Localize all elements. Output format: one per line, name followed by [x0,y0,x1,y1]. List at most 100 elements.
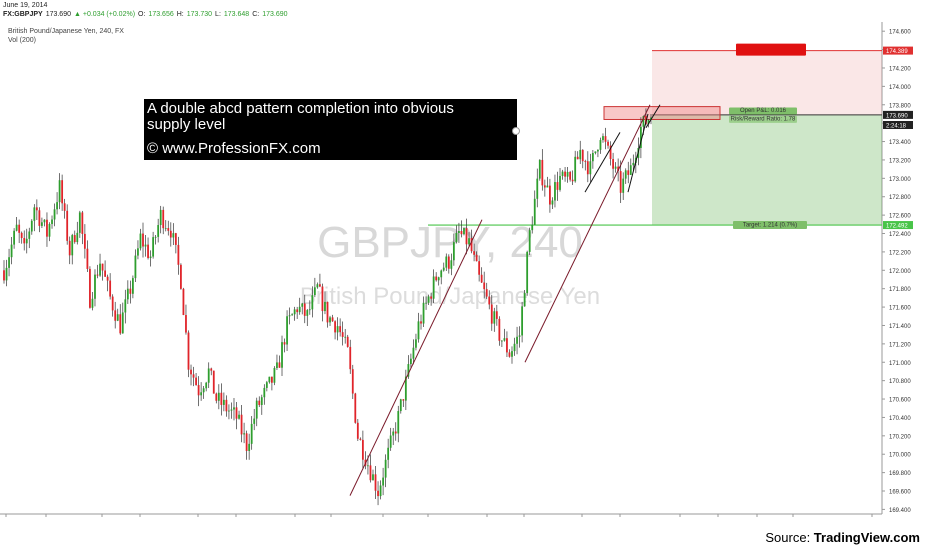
candle-body [5,267,8,281]
y-tick-label: 171.800 [889,287,911,293]
volume-indicator-label[interactable]: Vol (200) [8,37,37,44]
candle-body [622,178,625,193]
candle-body [536,178,539,199]
candle-body [331,317,334,322]
candle-body [339,326,342,333]
source-site[interactable]: TradingView.com [813,530,920,545]
candle-body [162,209,165,229]
candle-body [561,171,564,176]
candle-body [627,170,630,175]
candle-body [56,202,58,210]
candle-body [207,368,210,383]
candle-body [258,400,261,405]
candle-body [639,126,642,148]
candle-body [286,316,288,345]
candle-body [250,423,253,444]
candle-body [99,263,101,276]
candle-body [404,376,407,401]
candle-body [255,400,258,419]
candle-body [129,288,132,294]
note-line-1: A double abcd pattern completion into ob… [147,100,454,117]
y-tick-label: 172.200 [889,250,911,256]
candle-body [215,393,218,401]
candle-body [142,233,144,247]
y-tick-label: 170.400 [889,416,911,422]
candle-body [450,260,453,269]
chart-area[interactable]: GBPJPY, 240 British Pound/Japanese Yen 169… [0,22,932,527]
snapshot-date: June 19, 2014 [3,2,48,9]
candle-body [124,299,127,313]
risk-reward-label: Risk/Reward Ratio: 1.78 [731,116,796,122]
candle-body [137,248,139,256]
candle-body [559,175,561,190]
candle-body [157,225,160,237]
candle-body [273,368,276,383]
candle-body [594,151,597,154]
candle-body [478,261,481,275]
candle-body [351,369,354,394]
candle-body [629,165,632,175]
candle-body [265,382,268,388]
y-tick-label: 170.000 [889,453,911,459]
candle-body [324,301,326,312]
candle-body [321,286,324,312]
candle-body [288,315,291,317]
candle-body [169,230,172,238]
bar-countdown-label: 2:24:18 [886,123,907,129]
candle-body [220,392,223,405]
candle-body [447,256,450,269]
candle-body [43,219,46,223]
candle-body [81,212,84,234]
candle-body [131,278,134,294]
candle-body [106,276,109,281]
abcd-trend-line [645,104,661,129]
candle-body [195,377,197,386]
candle-body [230,409,233,411]
candle-body [164,228,167,229]
candle-body [23,238,26,244]
candle-body [402,399,405,401]
candle-body [46,219,48,237]
candle-body [387,447,390,460]
close-value: 173.690 [262,11,288,18]
candle-body [240,414,243,435]
current-price-label-box [883,110,913,119]
candle-body [589,161,592,175]
candle-body [392,431,395,436]
note-resize-handle[interactable] [512,127,520,135]
candle-body [576,156,579,160]
candle-body [356,422,359,439]
candle-body [51,219,53,225]
candle-body [435,276,438,281]
annotation-note[interactable]: A double abcd pattern completion into ob… [144,99,517,160]
candle-body [30,220,33,232]
candle-body [607,141,609,146]
candle-body [25,238,28,244]
candle-body [412,347,415,359]
stop-loss-zone [652,50,882,115]
candle-body [316,284,319,288]
candle-body [465,228,468,245]
candle-body [541,159,544,186]
candle-body [407,364,410,377]
candle-body [306,310,309,316]
candle-body [121,312,124,334]
y-tick-label: 170.600 [889,398,911,404]
candle-body [293,309,296,315]
candle-body [303,303,306,316]
candle-body [480,274,483,283]
candle-body [374,474,377,491]
candle-body [586,161,589,175]
candle-body [427,296,430,303]
y-tick-label: 170.800 [889,379,911,385]
candle-body [53,209,56,220]
series-title: British Pound/Japanese Yen, 240, FX [8,28,124,35]
candle-body [152,237,155,257]
symbol-label[interactable]: FX:GBPJPY [3,11,43,18]
candle-body [18,224,21,233]
last-price: 173.690 [45,11,71,18]
candle-body [313,287,316,296]
candle-body [243,433,245,435]
open-value: 173.656 [148,11,174,18]
